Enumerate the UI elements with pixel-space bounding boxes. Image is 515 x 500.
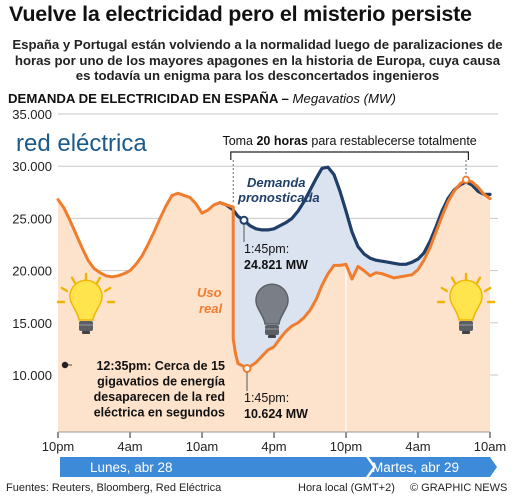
timezone-note: Hora local (GMT+2) <box>298 482 395 494</box>
blackout-note-line: 12:35pm: Cerca de 15 <box>96 359 225 373</box>
recovery-marker <box>461 175 471 184</box>
y-tick-label: 15.000 <box>12 316 52 331</box>
bulb-base <box>79 321 93 331</box>
restore-hours: 20 horas <box>256 134 307 148</box>
chart-label-unit: Megavatios (MW) <box>292 91 396 106</box>
chart-label: DEMANDA DE ELECTRICIDAD EN ESPAÑA – Mega… <box>8 91 396 106</box>
actual-time: 1:45pm: <box>244 391 289 405</box>
blackout-note-line: eléctrica en segundos <box>94 406 225 420</box>
x-tick-label: 4am <box>405 439 430 454</box>
bulb-base <box>265 325 279 335</box>
blackout-note-line: gigavatios de energía <box>97 375 226 389</box>
forecast-value: 24.821 MW <box>244 258 308 272</box>
actual-label-line1: Uso <box>197 285 222 300</box>
tuesday-label: Martes, abr 29 <box>372 460 459 475</box>
y-tick-label: 20.000 <box>12 264 52 279</box>
value-markers <box>239 175 471 373</box>
bulb-tip <box>462 331 470 334</box>
x-tick-label: 10pm <box>330 439 363 454</box>
restore-pre: Toma <box>222 134 256 148</box>
bulb-ray <box>440 286 449 293</box>
copyright-note: © GRAPHIC NEWS <box>410 482 508 494</box>
annotations: red eléctrica Toma 20 horas para restable… <box>16 130 477 421</box>
bulb-glass <box>449 279 483 321</box>
actual-usage-area <box>58 179 490 432</box>
bulb-glass <box>69 279 103 321</box>
red-electrica-logo: red eléctrica <box>16 130 147 157</box>
actual-value: 10.624 MW <box>244 407 308 421</box>
bulb-ray <box>70 276 77 285</box>
lit-bulb-icon <box>436 272 496 334</box>
x-tick-label: 4pm <box>261 439 286 454</box>
forecast-label-line1: Demanda <box>247 175 306 190</box>
blackout-note-line: desaparecen de la red <box>94 390 225 404</box>
headline: Vuelve la electricidad pero el misterio … <box>9 2 472 26</box>
subtitle: España y Portugal están volviendo a la n… <box>12 37 503 83</box>
unlit-bulb-icon <box>255 283 289 338</box>
bracket-line <box>230 151 469 160</box>
x-tick-label: 10am <box>186 439 219 454</box>
bulb-tip <box>82 331 90 334</box>
monday-label: Lunes, abr 28 <box>90 460 173 475</box>
forecast-demand-line <box>218 165 492 266</box>
day-bar: Lunes, abr 28 Martes, abr 29 <box>60 457 497 477</box>
x-tick-label: 4am <box>117 439 142 454</box>
y-tick-label: 10.000 <box>12 368 52 383</box>
y-tick-label: 25.000 <box>12 211 52 226</box>
bulb-ray <box>450 276 457 285</box>
x-axis: 10pm 4am 10am 4pm 10pm 4am 10am <box>42 431 507 454</box>
bulb-ray <box>475 276 482 285</box>
tuesday-band <box>369 457 497 477</box>
y-tick-label: 35.000 <box>12 107 52 122</box>
forecast-label-line2: pronosticada <box>237 190 320 205</box>
actual-marker <box>242 363 252 373</box>
actual-usage-line <box>56 178 492 370</box>
bulb-tip <box>268 335 276 338</box>
bulb-ray <box>103 286 112 293</box>
monday-band <box>60 457 373 477</box>
bulb-ray <box>95 276 102 285</box>
forecast-time: 1:45pm: <box>244 242 289 256</box>
chart-label-main: DEMANDA DE ELECTRICIDAD EN ESPAÑA – <box>8 91 293 106</box>
bulb-base <box>459 321 473 331</box>
x-tick-label: 10am <box>474 439 507 454</box>
y-tick-labels: 10.000 15.000 20.000 25.000 30.000 35.000 <box>12 107 52 383</box>
x-tick-label: 10pm <box>42 439 75 454</box>
bulb-icons <box>56 272 496 338</box>
sources-note: Fuentes: Reuters, Bloomberg, Red Eléctri… <box>6 482 222 494</box>
lit-bulb-icon <box>56 272 116 334</box>
restore-note: Toma 20 horas para restablecerse totalme… <box>222 134 476 148</box>
bulb-ray <box>60 286 69 293</box>
y-tick-label: 30.000 <box>12 159 52 174</box>
bulb-glass <box>255 283 289 325</box>
restore-post: para restablecerse totalmente <box>308 134 477 148</box>
restore-time-bracket <box>230 151 469 203</box>
actual-label-line2: real <box>199 301 223 316</box>
bulb-ray <box>483 286 492 293</box>
forecast-marker <box>239 215 249 225</box>
